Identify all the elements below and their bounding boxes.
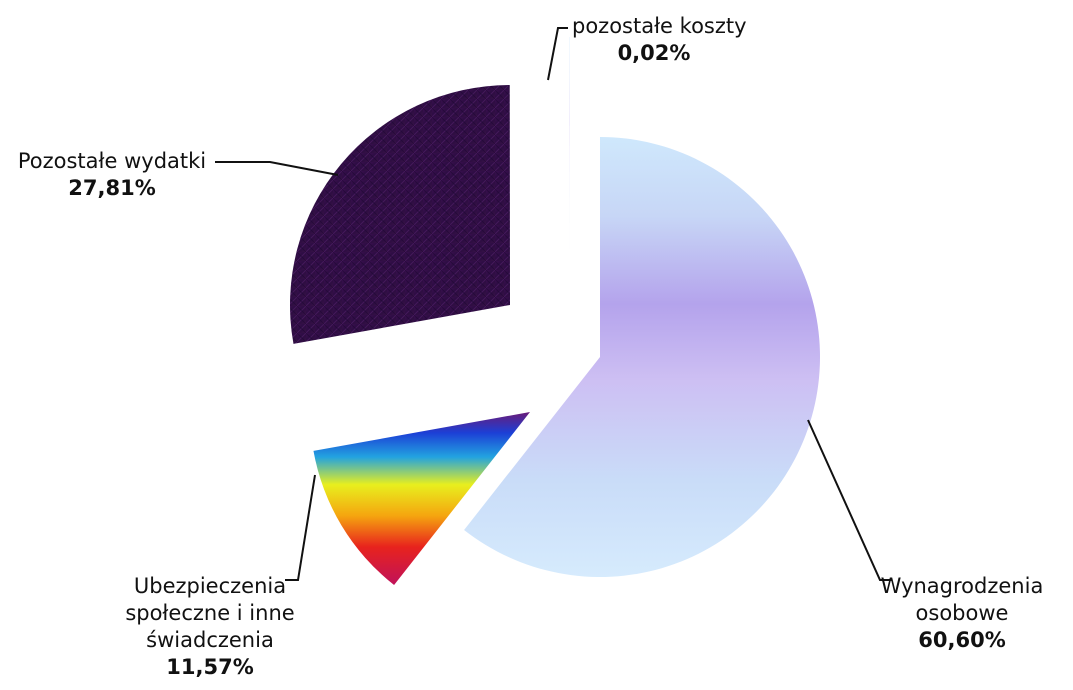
slice-label-pozostale-koszty: pozostałe koszty 0,02% bbox=[572, 14, 747, 65]
slice-name-line: Ubezpieczenia bbox=[134, 574, 286, 598]
slice-name-line: społeczne i inne bbox=[125, 601, 294, 625]
slice-value-label: 27,81% bbox=[68, 176, 155, 200]
slice-label-ubezpieczenia: Ubezpieczenia społeczne i inne świadczenia… bbox=[125, 574, 294, 679]
leader-line-ubezpieczenia bbox=[285, 474, 316, 581]
pie-slice-wynagrodzenia bbox=[464, 137, 820, 578]
slice-value-label: 60,60% bbox=[918, 628, 1005, 652]
slice-name-line: Wynagrodzenia bbox=[881, 574, 1044, 598]
slice-name-line: osobowe bbox=[916, 601, 1009, 625]
leader-line-pozostale-koszty bbox=[547, 27, 568, 81]
slice-name-line: świadczenia bbox=[146, 628, 274, 652]
leader-line-wynagrodzenia bbox=[807, 419, 892, 581]
slice-value-label: 11,57% bbox=[166, 655, 253, 679]
pie-slice-pozostale-wydatki bbox=[290, 85, 510, 344]
slice-label-wynagrodzenia: Wynagrodzenia osobowe 60,60% bbox=[881, 574, 1044, 652]
slice-name-line: Pozostałe wydatki bbox=[18, 149, 206, 173]
slice-name-line: pozostałe koszty bbox=[572, 14, 747, 38]
leader-line-pozostale-wydatki bbox=[215, 161, 339, 176]
slice-value-label: 0,02% bbox=[618, 41, 691, 65]
slice-label-pozostale-wydatki: Pozostałe wydatki 27,81% bbox=[18, 149, 206, 200]
pie-slice-ubezpieczenia bbox=[313, 412, 530, 585]
